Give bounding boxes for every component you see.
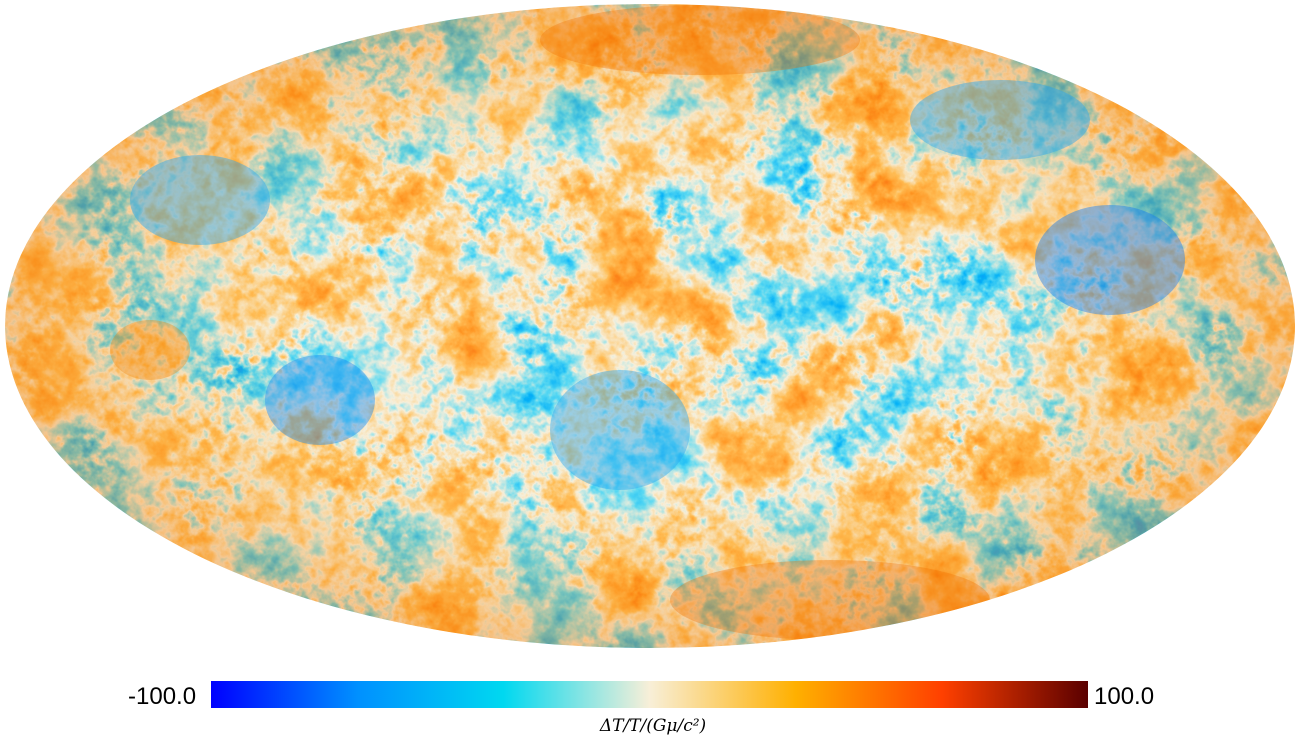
colorbar-max-label: 100.0 [1094,683,1155,710]
cold-spots [130,80,1185,490]
colorbar-gradient [211,681,1088,708]
sky-map-rim-shade [5,4,1295,648]
hot-spots [110,5,990,640]
mollweide-sky-map [5,4,1295,648]
colorbar-min-label: -100.0 [128,683,197,710]
colorbar-unit-label: ΔT/T/(Gμ/c²) [599,716,707,736]
colorbar-section: -100.0 100.0 ΔT/T/(Gμ/c²) [0,660,1306,747]
